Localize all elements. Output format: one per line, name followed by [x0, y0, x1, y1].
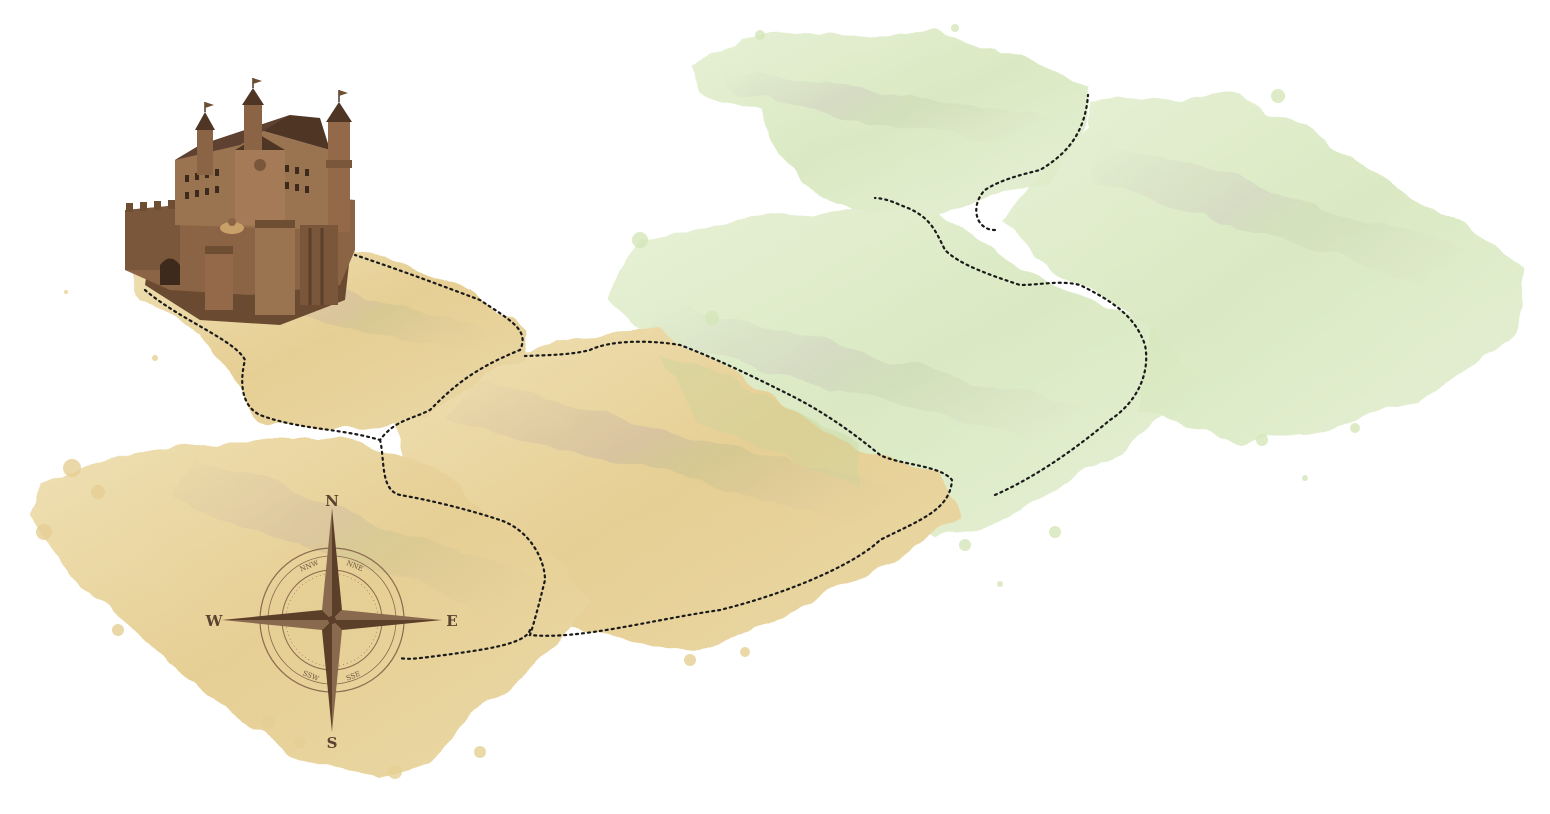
route-segment-central-loop: [378, 340, 954, 637]
route-segment-north: [975, 93, 1090, 232]
tile-southwest-sand[interactable]: [30, 440, 590, 775]
meadow-splatter: [632, 24, 1360, 587]
route-segment-to-compass: [398, 628, 532, 660]
route-segment-meadow: [873, 196, 1148, 497]
compass-west-label: W: [205, 612, 224, 630]
tile-middle-meadow[interactable]: [610, 212, 1200, 540]
route-path: [143, 93, 1148, 660]
tile-east-meadow[interactable]: [1000, 95, 1525, 445]
tile-north-meadow[interactable]: [690, 30, 1090, 215]
compass-rose-icon: N S E W NNE NNW SSE SSW: [205, 492, 458, 752]
castle-tower-center: [242, 78, 264, 150]
route-segment-start-loop: [143, 253, 524, 442]
castle-icon[interactable]: [125, 78, 355, 325]
compass-east-label: E: [446, 612, 457, 630]
castle-front-towers: [205, 220, 338, 315]
compass-north-label: N: [325, 492, 339, 510]
castle-tower-left: [195, 102, 215, 175]
compass-south-label: S: [327, 734, 338, 752]
castle-tower-right: [326, 90, 352, 232]
paint-splatter: [36, 290, 750, 779]
